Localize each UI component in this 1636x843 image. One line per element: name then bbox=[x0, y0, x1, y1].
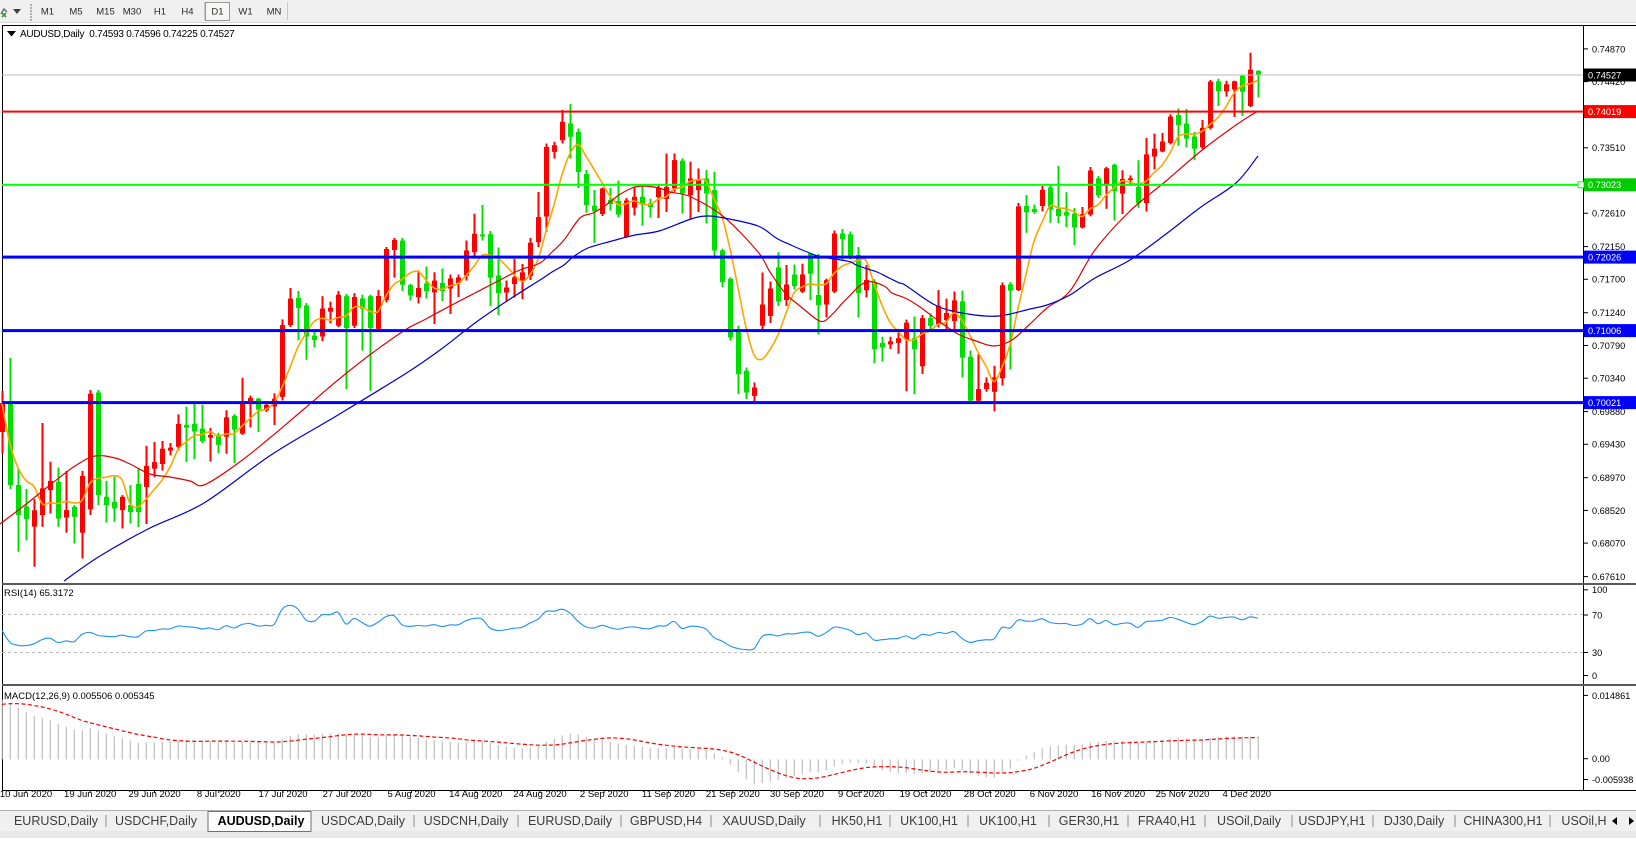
svg-text:EURUSD,Daily: EURUSD,Daily bbox=[528, 814, 613, 828]
svg-text:M5: M5 bbox=[69, 7, 82, 18]
svg-text:-0.005938: -0.005938 bbox=[1592, 775, 1633, 785]
svg-text:XAUUSD,Daily: XAUUSD,Daily bbox=[722, 814, 806, 828]
svg-text:USDJPY,H1: USDJPY,H1 bbox=[1298, 814, 1365, 828]
svg-text:0.67610: 0.67610 bbox=[1592, 572, 1625, 582]
svg-text:4 Dec 2020: 4 Dec 2020 bbox=[1223, 789, 1272, 800]
svg-text:16 Nov 2020: 16 Nov 2020 bbox=[1091, 789, 1145, 800]
svg-text:0.73510: 0.73510 bbox=[1592, 143, 1625, 153]
svg-text:W1: W1 bbox=[238, 7, 252, 18]
svg-text:H1: H1 bbox=[154, 7, 166, 18]
svg-text:EURUSD,Daily: EURUSD,Daily bbox=[14, 814, 99, 828]
svg-text:14 Aug 2020: 14 Aug 2020 bbox=[449, 789, 502, 800]
svg-text:0.70021: 0.70021 bbox=[1588, 398, 1621, 408]
svg-text:19 Jun 2020: 19 Jun 2020 bbox=[64, 789, 116, 800]
svg-text:70: 70 bbox=[1592, 610, 1602, 620]
svg-text:0.73023: 0.73023 bbox=[1588, 180, 1621, 190]
svg-text:25 Nov 2020: 25 Nov 2020 bbox=[1156, 789, 1210, 800]
svg-text:D1: D1 bbox=[211, 7, 223, 18]
svg-text:10 Jun 2020: 10 Jun 2020 bbox=[0, 789, 52, 800]
svg-text:5 Aug 2020: 5 Aug 2020 bbox=[387, 789, 435, 800]
svg-text:0.68970: 0.68970 bbox=[1592, 473, 1625, 483]
svg-text:USDCNH,Daily: USDCNH,Daily bbox=[424, 814, 509, 828]
svg-text:AUDUSD,Daily 0.74593 0.74596: AUDUSD,Daily 0.74593 0.74596 0.74225 0.7… bbox=[20, 29, 235, 40]
svg-text:0.014861: 0.014861 bbox=[1592, 691, 1630, 701]
svg-text:0.74019: 0.74019 bbox=[1588, 107, 1621, 117]
svg-text:HK50,H1: HK50,H1 bbox=[832, 814, 883, 828]
svg-text:MACD(12,26,9) 0.005506 0.00534: MACD(12,26,9) 0.005506 0.005345 bbox=[4, 691, 155, 702]
svg-text:USDCAD,Daily: USDCAD,Daily bbox=[321, 814, 406, 828]
svg-text:30: 30 bbox=[1592, 648, 1602, 658]
svg-text:0.70340: 0.70340 bbox=[1592, 374, 1625, 384]
svg-text:USOil,Daily: USOil,Daily bbox=[1217, 814, 1282, 828]
svg-text:0.00: 0.00 bbox=[1592, 754, 1610, 764]
svg-text:GBPUSD,H4: GBPUSD,H4 bbox=[630, 814, 702, 828]
svg-text:USOil,H: USOil,H bbox=[1561, 814, 1606, 828]
svg-text:0.69880: 0.69880 bbox=[1592, 407, 1625, 417]
svg-text:GER30,H1: GER30,H1 bbox=[1059, 814, 1119, 828]
svg-text:0.68070: 0.68070 bbox=[1592, 539, 1625, 549]
svg-text:0: 0 bbox=[1592, 671, 1597, 681]
svg-text:30 Sep 2020: 30 Sep 2020 bbox=[770, 789, 824, 800]
svg-text:CHINA300,H1: CHINA300,H1 bbox=[1463, 814, 1542, 828]
svg-text:0.72026: 0.72026 bbox=[1588, 253, 1621, 263]
svg-text:11 Sep 2020: 11 Sep 2020 bbox=[642, 789, 695, 800]
svg-text:M30: M30 bbox=[123, 7, 141, 18]
svg-text:0.74870: 0.74870 bbox=[1592, 44, 1625, 54]
svg-text:0.72150: 0.72150 bbox=[1592, 242, 1625, 252]
svg-text:H4: H4 bbox=[181, 7, 193, 18]
svg-text:0.74527: 0.74527 bbox=[1588, 70, 1621, 80]
svg-text:29 Jun 2020: 29 Jun 2020 bbox=[128, 789, 180, 800]
svg-text:0.70790: 0.70790 bbox=[1592, 341, 1625, 351]
svg-text:6 Nov 2020: 6 Nov 2020 bbox=[1030, 789, 1079, 800]
svg-text:0.74420: 0.74420 bbox=[1592, 77, 1625, 87]
svg-text:RSI(14) 65.3172: RSI(14) 65.3172 bbox=[4, 588, 74, 599]
svg-text:M15: M15 bbox=[96, 7, 114, 18]
svg-text:0.71240: 0.71240 bbox=[1592, 308, 1625, 318]
svg-text:0.71700: 0.71700 bbox=[1592, 275, 1625, 285]
svg-text:8 Jul 2020: 8 Jul 2020 bbox=[197, 789, 241, 800]
svg-text:19 Oct 2020: 19 Oct 2020 bbox=[900, 789, 952, 800]
svg-text:0.68520: 0.68520 bbox=[1592, 506, 1625, 516]
svg-text:DJ30,Daily: DJ30,Daily bbox=[1384, 814, 1445, 828]
svg-text:M1: M1 bbox=[41, 7, 54, 18]
svg-text:0.69430: 0.69430 bbox=[1592, 440, 1625, 450]
svg-text:9 Oct 2020: 9 Oct 2020 bbox=[838, 789, 884, 800]
svg-text:FRA40,H1: FRA40,H1 bbox=[1138, 814, 1196, 828]
svg-text:28 Oct 2020: 28 Oct 2020 bbox=[964, 789, 1016, 800]
svg-text:100: 100 bbox=[1592, 585, 1607, 595]
svg-text:24 Aug 2020: 24 Aug 2020 bbox=[513, 789, 566, 800]
svg-text:USDCHF,Daily: USDCHF,Daily bbox=[115, 814, 198, 828]
svg-text:0.72610: 0.72610 bbox=[1592, 209, 1625, 219]
svg-text:21 Sep 2020: 21 Sep 2020 bbox=[706, 789, 760, 800]
svg-text:UK100,H1: UK100,H1 bbox=[979, 814, 1037, 828]
svg-text:2 Sep 2020: 2 Sep 2020 bbox=[580, 789, 629, 800]
svg-text:AUDUSD,Daily: AUDUSD,Daily bbox=[218, 814, 305, 828]
svg-text:UK100,H1: UK100,H1 bbox=[900, 814, 958, 828]
svg-text:17 Jul 2020: 17 Jul 2020 bbox=[258, 789, 307, 800]
svg-text:0.71006: 0.71006 bbox=[1588, 326, 1621, 336]
svg-text:27 Jul 2020: 27 Jul 2020 bbox=[323, 789, 372, 800]
svg-text:MN: MN bbox=[267, 7, 282, 18]
